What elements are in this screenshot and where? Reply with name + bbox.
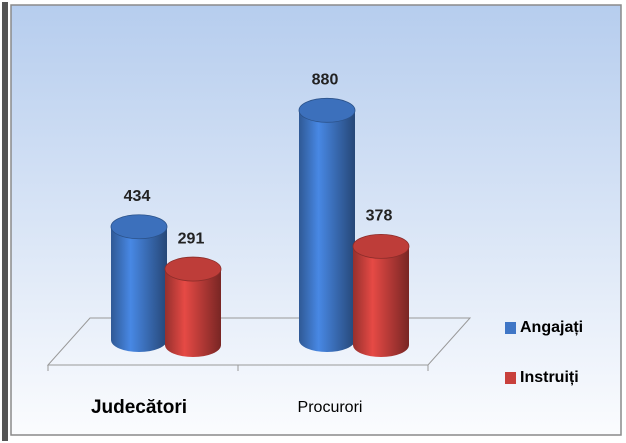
data-label: 434 [124, 188, 151, 205]
x-tick-label: Procurori [298, 399, 363, 416]
cylinder-top [110, 214, 168, 240]
cylinder-bar [298, 97, 356, 352]
left-edge [2, 2, 8, 441]
cylinder-body [111, 226, 167, 352]
cylinder-body [165, 269, 221, 357]
x-tick-label: Judecători [91, 397, 187, 418]
cylinder-bar [352, 233, 410, 357]
floor [46, 317, 472, 366]
cylinder-body [353, 246, 409, 357]
cylinder-bar [164, 256, 222, 357]
data-label: 291 [178, 230, 205, 247]
cylinder-bar [110, 214, 168, 352]
data-label: 880 [312, 72, 339, 89]
cylinder-body [299, 110, 355, 352]
legend-label: Angajați [520, 319, 583, 336]
data-label: 378 [366, 208, 393, 225]
cylinder-top [352, 233, 410, 259]
legend-swatch [505, 322, 516, 334]
legend-swatch [505, 372, 516, 384]
cylinder-top [164, 256, 222, 282]
cylinder-top [298, 97, 356, 123]
legend-label: Instruiți [520, 369, 579, 386]
